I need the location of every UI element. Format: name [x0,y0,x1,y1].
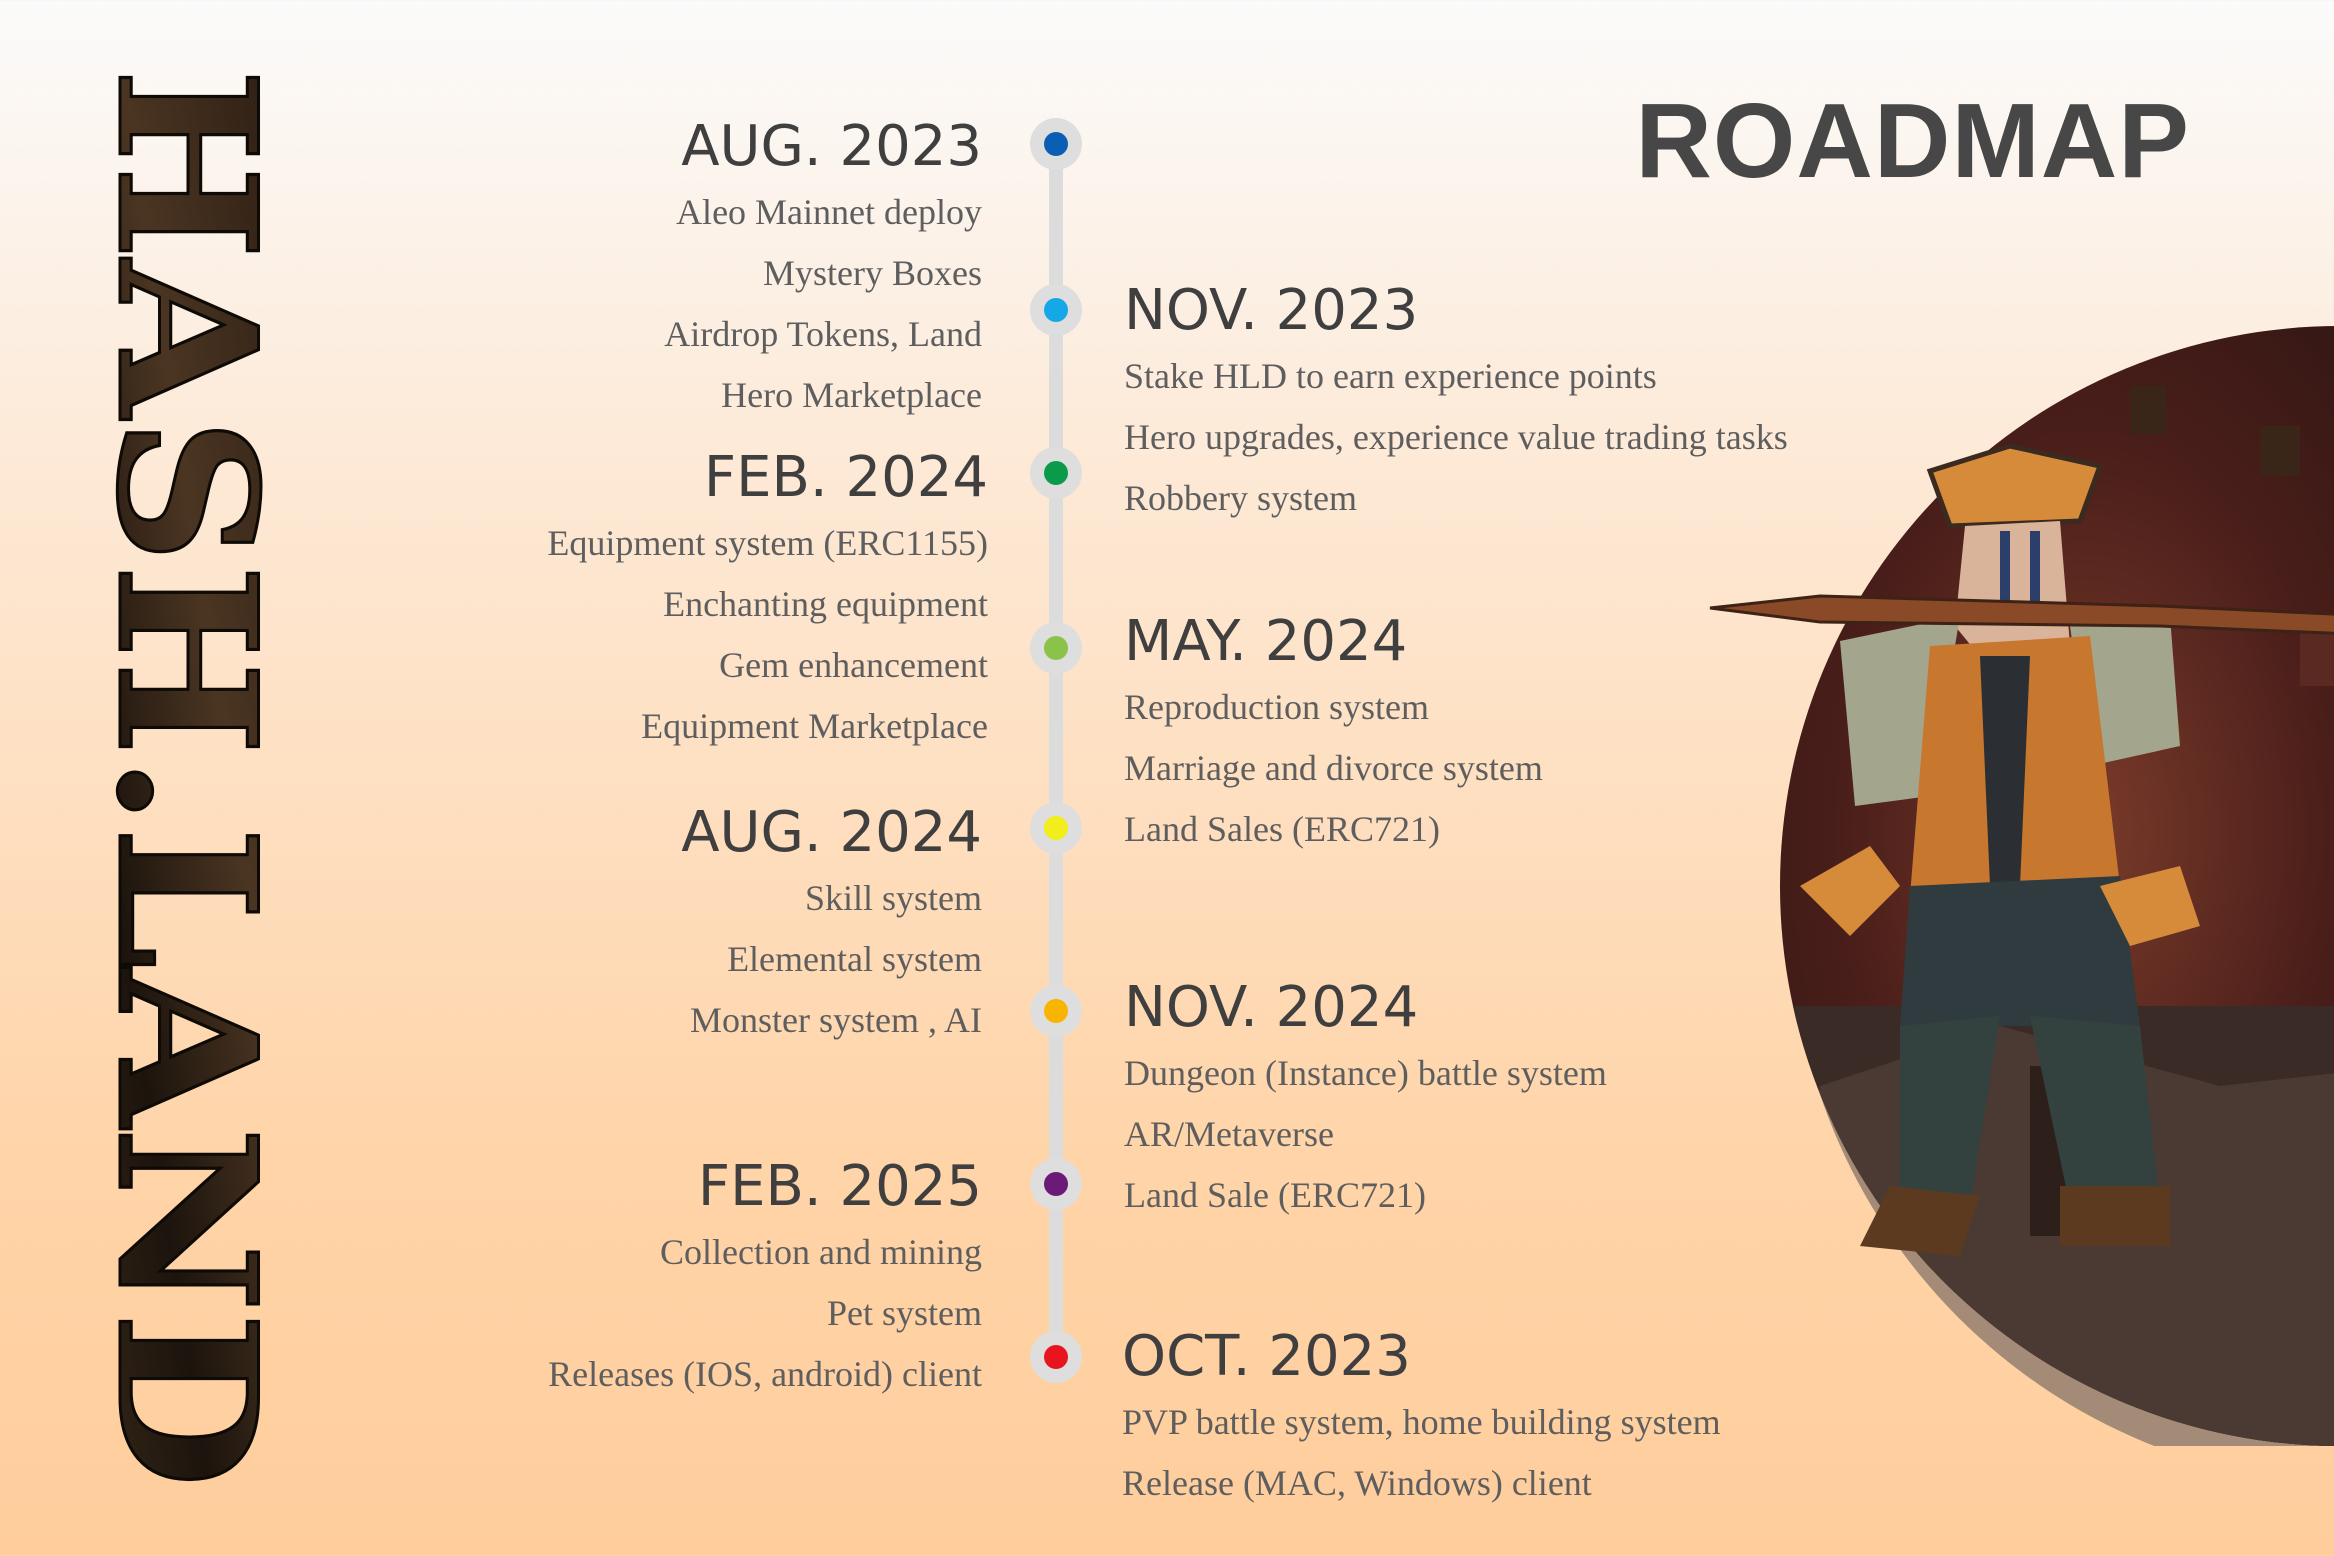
timeline-node [1030,622,1082,674]
milestone-item: Skill system [804,878,982,918]
milestone-item: Hero upgrades, experience value trading … [1124,417,1788,457]
milestone-item: Robbery system [1124,478,1357,518]
milestone-item: Equipment Marketplace [641,706,988,746]
milestone-date: AUG. 2024 [681,800,982,865]
timeline-dot [1044,1345,1068,1369]
milestone-item: Land Sales (ERC721) [1124,809,1440,849]
timeline-dot [1044,132,1068,156]
milestone-date: OCT. 2023 [1122,1324,1411,1389]
timeline-node [1030,284,1082,336]
milestone-item: Hero Marketplace [721,375,982,415]
timeline-node [1030,1331,1082,1383]
timeline-node [1030,1158,1082,1210]
milestone-item: Equipment system (ERC1155) [547,523,988,563]
timeline-node [1030,118,1082,170]
milestone-aug-2024: AUG. 2024 Skill system Elemental system … [222,798,982,1051]
milestone-item: Stake HLD to earn experience points [1124,356,1657,396]
milestone-date: NOV. 2024 [1124,975,1419,1040]
milestone-feb-2025: FEB. 2025 Collection and mining Pet syst… [222,1152,982,1405]
milestone-item: Gem enhancement [719,645,988,685]
hero-illustration [1700,326,2334,1485]
milestone-date: MAY. 2024 [1124,609,1408,674]
milestone-date: NOV. 2023 [1124,278,1419,343]
milestone-item: Marriage and divorce system [1124,748,1543,788]
milestone-item: Monster system , AI [690,1000,982,1040]
milestone-item: Aleo Mainnet deploy [676,192,982,232]
milestone-item: Releases (IOS, android) client [548,1354,982,1394]
milestone-date: AUG. 2023 [681,114,982,179]
brand-wordmark: HASH.LAND [74,67,300,1490]
timeline-dot [1044,816,1068,840]
timeline-line [1049,140,1063,1360]
milestone-item: Elemental system [727,939,982,979]
timeline-dot [1044,461,1068,485]
timeline-dot [1044,298,1068,322]
milestone-item: Release (MAC, Windows) client [1122,1463,1592,1503]
milestone-may-2024: MAY. 2024 Reproduction system Marriage a… [1124,607,1884,860]
milestone-item: Enchanting equipment [663,584,988,624]
timeline-node [1030,447,1082,499]
timeline-dot [1044,636,1068,660]
milestone-item: Land Sale (ERC721) [1124,1175,1426,1215]
hero-art [1709,326,2334,1485]
milestone-date: FEB. 2024 [703,445,988,510]
milestone-aug-2023: AUG. 2023 Aleo Mainnet deploy Mystery Bo… [222,112,982,426]
milestone-item: Reproduction system [1124,687,1429,727]
milestone-item: Mystery Boxes [763,253,982,293]
milestone-item: PVP battle system, home building system [1122,1402,1721,1442]
brand-logo: HASH.LAND [74,67,300,1490]
milestone-item: Dungeon (Instance) battle system [1124,1053,1607,1093]
timeline-dot [1044,1172,1068,1196]
timeline-node [1030,985,1082,1037]
milestone-nov-2024: NOV. 2024 Dungeon (Instance) battle syst… [1124,973,1884,1226]
brand-wordmark-text: HASH.LAND [88,68,278,1488]
milestone-item: Airdrop Tokens, Land [664,314,982,354]
milestone-date: FEB. 2025 [697,1154,982,1219]
milestone-item: Collection and mining [660,1232,982,1272]
page-title: ROADMAP [1635,82,2190,200]
milestone-oct-2023: OCT. 2023 PVP battle system, home buildi… [1122,1322,1882,1514]
timeline-node [1030,802,1082,854]
milestone-feb-2024: FEB. 2024 Equipment system (ERC1155) Enc… [228,443,988,757]
milestone-item: Pet system [826,1293,982,1333]
milestone-nov-2023: NOV. 2023 Stake HLD to earn experience p… [1124,276,1884,529]
timeline-dot [1044,999,1068,1023]
milestone-item: AR/Metaverse [1124,1114,1334,1154]
